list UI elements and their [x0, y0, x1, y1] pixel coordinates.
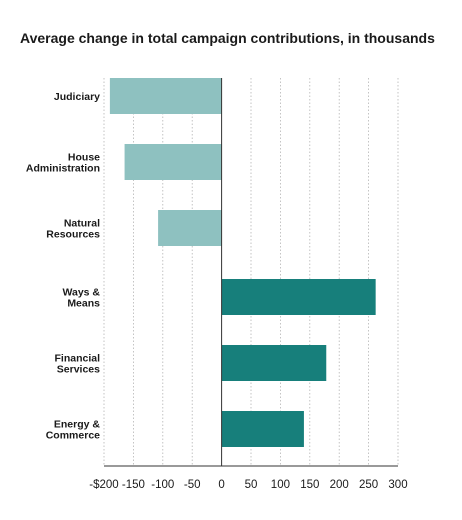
bar-3 — [221, 279, 376, 315]
x-tick-label-7: 150 — [300, 479, 319, 491]
bar-0 — [109, 78, 222, 114]
bar-5 — [221, 411, 304, 447]
x-tick-label-3: -50 — [184, 479, 201, 491]
x-tick-label-8: 200 — [330, 479, 349, 491]
category-label-1: House Administration — [26, 152, 100, 175]
category-label-3: Ways & Means — [62, 287, 100, 310]
x-tick-label-2: -100 — [151, 479, 174, 491]
bar-4 — [221, 345, 327, 381]
x-tick-label-6: 100 — [271, 479, 290, 491]
x-tick-label-4: 0 — [218, 479, 224, 491]
category-label-4: Financial Services — [54, 353, 100, 376]
bar-1 — [124, 144, 222, 180]
category-label-2: Natural Resources — [46, 218, 100, 241]
category-label-5: Energy & Commerce — [46, 419, 101, 442]
x-tick-label-1: -150 — [122, 479, 145, 491]
category-label-0: Judiciary — [54, 91, 100, 103]
x-tick-label-0: -$200 — [89, 479, 118, 491]
bar-2 — [158, 210, 222, 246]
x-tick-label-5: 50 — [245, 479, 258, 491]
x-tick-label-10: 300 — [388, 479, 407, 491]
chart-title: Average change in total campaign contrib… — [20, 30, 435, 46]
x-tick-label-9: 250 — [359, 479, 378, 491]
